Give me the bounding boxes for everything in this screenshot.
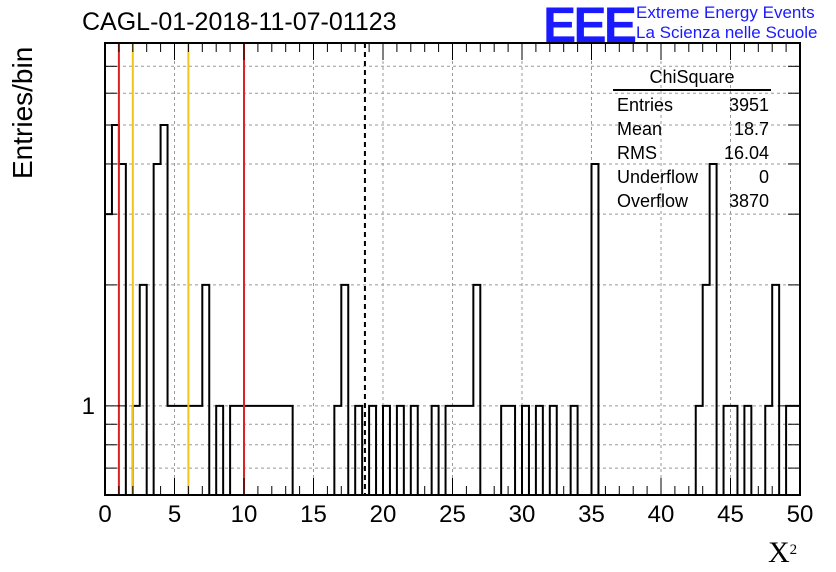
stats-row-mean: Mean 18.7	[613, 117, 773, 141]
x-tick-label: 20	[370, 501, 397, 528]
y-tick-label: 1	[82, 393, 95, 420]
x-axis-label: X2	[768, 536, 798, 569]
axis-ticks	[104, 42, 801, 496]
eee-logo: EEE	[543, 0, 637, 53]
x-tick-label: 40	[648, 501, 675, 528]
stats-value: 3870	[728, 191, 769, 211]
stats-label: Underflow	[617, 167, 699, 187]
stats-label: RMS	[617, 143, 657, 163]
x-tick-label: 15	[300, 501, 327, 528]
stats-value: 3951	[728, 95, 769, 115]
x-tick-label: 35	[578, 501, 605, 528]
stats-title: ChiSquare	[613, 67, 771, 91]
y-axis-label: Entries/bin	[7, 46, 38, 179]
reference-lines	[117, 43, 366, 495]
stats-label: Mean	[617, 119, 663, 139]
stats-row-rms: RMS 16.04	[613, 141, 773, 165]
logo-line-1: Extreme Energy Events	[636, 3, 815, 22]
axis-tick-labels: 0 5 10 15 20 25 30 35 40 45 50 1	[82, 393, 814, 528]
x-tick-label: 25	[439, 501, 466, 528]
stats-value: 16.04	[723, 143, 769, 163]
stats-row-underflow: Underflow 0	[613, 165, 773, 189]
x-tick-label: 30	[509, 501, 536, 528]
x-tick-label: 50	[787, 501, 814, 528]
stats-label: Entries	[617, 95, 674, 115]
stats-label: Overflow	[617, 191, 689, 211]
stats-value: 18.7	[733, 119, 769, 139]
stats-box: ChiSquare Entries 3951 Mean 18.7 RMS 16.…	[613, 67, 773, 213]
x-tick-label: 5	[168, 501, 181, 528]
x-tick-label: 0	[98, 501, 111, 528]
x-tick-label: 10	[231, 501, 258, 528]
chart-title: CAGL-01-2018-11-07-01123	[82, 8, 397, 36]
stats-row-overflow: Overflow 3870	[613, 189, 773, 213]
stats-value: 0	[758, 167, 769, 187]
logo-line-2: La Scienza nelle Scuole	[636, 23, 818, 42]
stats-row-entries: Entries 3951	[613, 93, 773, 117]
x-tick-label: 45	[717, 501, 744, 528]
